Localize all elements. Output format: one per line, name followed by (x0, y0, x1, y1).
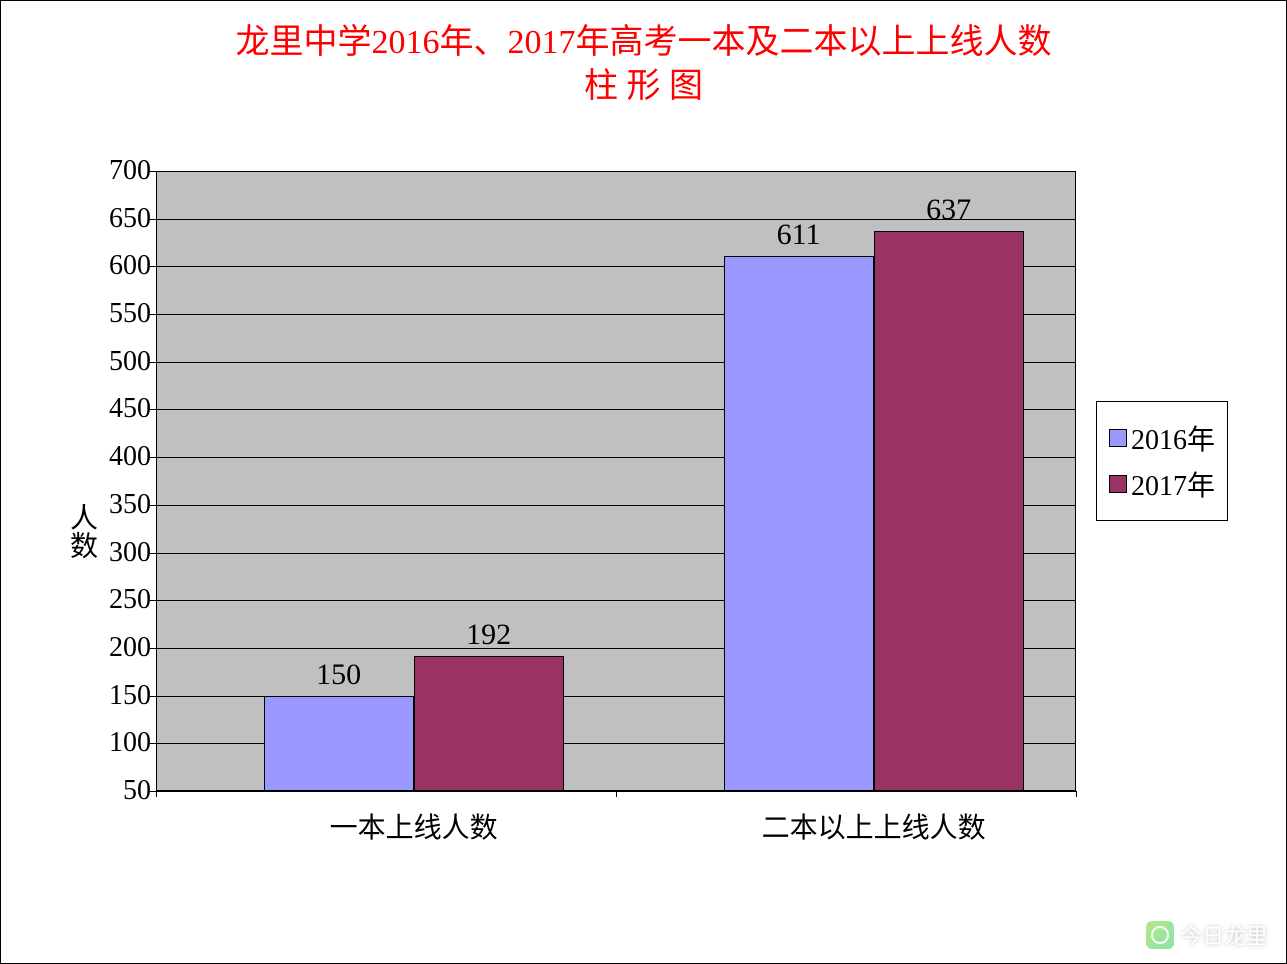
bar (874, 231, 1024, 791)
y-tick-label: 650 (81, 203, 151, 235)
bar (414, 656, 564, 791)
bar (264, 696, 414, 791)
x-axis-labels: 一本上线人数 二本以上上线人数 (156, 806, 1076, 856)
y-tick-label: 300 (81, 537, 151, 569)
watermark: 今日龙里 (1146, 919, 1268, 951)
chart-title: 龙里中学2016年、2017年高考一本及二本以上上线人数 柱 形 图 (1, 21, 1286, 109)
title-line-1: 龙里中学2016年、2017年高考一本及二本以上上线人数 (1, 21, 1286, 65)
legend-item: 2016年 (1109, 418, 1215, 458)
y-tick-label: 500 (81, 346, 151, 378)
y-tick-label: 250 (81, 584, 151, 616)
y-tick-label: 350 (81, 489, 151, 521)
legend-label: 2017年 (1131, 464, 1215, 504)
y-tick-label: 400 (81, 441, 151, 473)
gridline (156, 171, 1076, 172)
wechat-icon (1146, 921, 1174, 949)
y-tick-label: 200 (81, 632, 151, 664)
legend-swatch (1109, 475, 1127, 493)
legend-label: 2016年 (1131, 418, 1215, 458)
chart-frame: 龙里中学2016年、2017年高考一本及二本以上上线人数 柱 形 图 人数 50… (0, 0, 1287, 964)
title-line-2: 柱 形 图 (1, 65, 1286, 109)
plot-wrap: 人数 5010015020025030035040045050055060065… (51, 171, 1231, 891)
y-tick-label: 150 (81, 680, 151, 712)
bar-value-label: 192 (466, 618, 511, 652)
x-category-label: 二本以上上线人数 (762, 806, 986, 846)
y-tick-label: 50 (81, 775, 151, 807)
legend-item: 2017年 (1109, 464, 1215, 504)
y-tick-label: 550 (81, 298, 151, 330)
y-tick-label: 100 (81, 727, 151, 759)
y-tick-label: 450 (81, 393, 151, 425)
bar (724, 256, 874, 791)
bar-value-label: 150 (316, 658, 361, 692)
y-axis-ticks: 5010015020025030035040045050055060065070… (81, 171, 151, 791)
legend: 2016年 2017年 (1096, 401, 1228, 521)
x-category-label: 一本上线人数 (330, 806, 498, 846)
plot-area: 150 192 611 637 (156, 171, 1076, 791)
bar-value-label: 637 (926, 193, 971, 227)
legend-swatch (1109, 429, 1127, 447)
bar-value-label: 611 (777, 218, 821, 252)
watermark-text: 今日龙里 (1180, 919, 1268, 951)
y-tick-label: 700 (81, 155, 151, 187)
y-tick-label: 600 (81, 250, 151, 282)
